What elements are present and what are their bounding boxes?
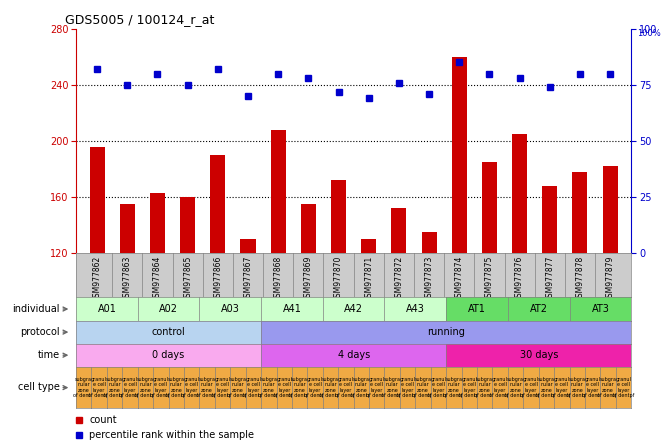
Text: GSM977862: GSM977862 — [93, 255, 102, 301]
Text: granul
e cell
layer
of dentpf: granul e cell layer of dentpf — [520, 377, 542, 398]
Text: GSM977871: GSM977871 — [364, 255, 373, 301]
Text: GSM977876: GSM977876 — [515, 255, 524, 301]
Text: subgra
nular
zone
of dentpf: subgra nular zone of dentpf — [227, 377, 249, 398]
Bar — [90, 147, 104, 253]
Text: GSM977877: GSM977877 — [545, 255, 555, 301]
Text: subgra
nular
zone
of dentpf: subgra nular zone of dentpf — [381, 377, 403, 398]
Text: subgra
nular
zone
of dentpf: subgra nular zone of dentpf — [165, 377, 188, 398]
Bar — [391, 208, 407, 253]
Text: granul
e cell
layer
of dentpf: granul e cell layer of dentpf — [397, 377, 419, 398]
Text: granul
e cell
layer
of dentpf: granul e cell layer of dentpf — [334, 377, 357, 398]
Text: granul
e cell
layer
of dentpf: granul e cell layer of dentpf — [88, 377, 110, 398]
Text: GSM977868: GSM977868 — [274, 255, 283, 301]
Text: subgra
nular
zone
of dentpf: subgra nular zone of dentpf — [566, 377, 588, 398]
Text: granul
e cell
layer
of dentpf: granul e cell layer of dentpf — [458, 377, 481, 398]
Text: GSM977863: GSM977863 — [123, 255, 132, 301]
Text: 0 days: 0 days — [153, 350, 184, 360]
Text: running: running — [427, 327, 465, 337]
Text: subgra
nular
zone
of dentpf: subgra nular zone of dentpf — [73, 377, 95, 398]
Bar — [572, 172, 588, 253]
Text: AT3: AT3 — [592, 304, 609, 314]
Bar — [603, 166, 617, 253]
Text: granul
e cell
layer
of dentpf: granul e cell layer of dentpf — [149, 377, 172, 398]
Text: subgra
nular
zone
of dentpf: subgra nular zone of dentpf — [443, 377, 465, 398]
Text: GSM977878: GSM977878 — [576, 255, 584, 301]
Text: granul
e cell
layer
of dentpf: granul e cell layer of dentpf — [180, 377, 203, 398]
Bar — [482, 162, 497, 253]
Text: granul
e cell
layer
of dentpf: granul e cell layer of dentpf — [427, 377, 449, 398]
Text: AT2: AT2 — [529, 304, 548, 314]
Text: GSM977869: GSM977869 — [304, 255, 313, 301]
Text: subgra
nular
zone
of dentpf: subgra nular zone of dentpf — [597, 377, 619, 398]
Text: subgra
nular
zone
of dentpf: subgra nular zone of dentpf — [412, 377, 434, 398]
Bar — [180, 197, 195, 253]
Text: A43: A43 — [406, 304, 425, 314]
Bar — [301, 204, 316, 253]
Text: count: count — [89, 415, 117, 425]
Text: GSM977874: GSM977874 — [455, 255, 464, 301]
Text: granul
e cell
layer
of dentpf: granul e cell layer of dentpf — [212, 377, 234, 398]
Text: GSM977866: GSM977866 — [214, 255, 222, 301]
Bar — [361, 239, 376, 253]
Text: GSM977864: GSM977864 — [153, 255, 162, 301]
Text: cell type: cell type — [18, 382, 59, 392]
Text: subgra
nular
zone
of dentpf: subgra nular zone of dentpf — [473, 377, 496, 398]
Text: GSM977865: GSM977865 — [183, 255, 192, 301]
Text: individual: individual — [12, 304, 59, 313]
Text: subgra
nular
zone
of dentpf: subgra nular zone of dentpf — [350, 377, 373, 398]
Text: subgra
nular
zone
of dentpf: subgra nular zone of dentpf — [196, 377, 218, 398]
Text: subgra
nular
zone
of dentpf: subgra nular zone of dentpf — [319, 377, 342, 398]
Bar — [512, 134, 527, 253]
Text: A03: A03 — [221, 304, 240, 314]
Bar — [120, 204, 135, 253]
Text: granul
e cell
layer
of dentpf: granul e cell layer of dentpf — [242, 377, 264, 398]
Text: 100%: 100% — [637, 29, 660, 38]
Text: granul
e cell
layer
of dentpf: granul e cell layer of dentpf — [119, 377, 141, 398]
Text: GSM977873: GSM977873 — [424, 255, 434, 301]
Text: GSM977872: GSM977872 — [395, 255, 403, 301]
Text: granul
e cell
layer
of dentpf: granul e cell layer of dentpf — [612, 377, 635, 398]
Text: 30 days: 30 days — [520, 350, 558, 360]
Bar — [210, 155, 225, 253]
Text: percentile rank within the sample: percentile rank within the sample — [89, 430, 254, 440]
Text: GSM977867: GSM977867 — [243, 255, 253, 301]
Text: A42: A42 — [344, 304, 363, 314]
Text: GSM977870: GSM977870 — [334, 255, 343, 301]
Text: subgra
nular
zone
of dentpf: subgra nular zone of dentpf — [288, 377, 311, 398]
Text: GDS5005 / 100124_r_at: GDS5005 / 100124_r_at — [65, 13, 214, 26]
Text: control: control — [151, 327, 186, 337]
Bar — [542, 186, 557, 253]
Text: A02: A02 — [159, 304, 178, 314]
Text: granul
e cell
layer
of dentpf: granul e cell layer of dentpf — [582, 377, 604, 398]
Text: granul
e cell
layer
of dentpf: granul e cell layer of dentpf — [304, 377, 327, 398]
Text: subgra
nular
zone
of dentpf: subgra nular zone of dentpf — [103, 377, 126, 398]
Text: granul
e cell
layer
of dentpf: granul e cell layer of dentpf — [551, 377, 573, 398]
Text: subgra
nular
zone
of dentpf: subgra nular zone of dentpf — [134, 377, 157, 398]
Bar — [451, 57, 467, 253]
Bar — [150, 193, 165, 253]
Text: subgra
nular
zone
of dentpf: subgra nular zone of dentpf — [258, 377, 280, 398]
Text: granul
e cell
layer
of dentpf: granul e cell layer of dentpf — [489, 377, 512, 398]
Text: time: time — [38, 350, 59, 360]
Text: GSM977879: GSM977879 — [605, 255, 615, 301]
Bar — [270, 130, 286, 253]
Text: AT1: AT1 — [468, 304, 486, 314]
Text: A41: A41 — [282, 304, 301, 314]
Text: subgra
nular
zone
of dentpf: subgra nular zone of dentpf — [535, 377, 558, 398]
Text: subgra
nular
zone
of dentpf: subgra nular zone of dentpf — [504, 377, 527, 398]
Bar — [331, 180, 346, 253]
Text: granul
e cell
layer
of dentpf: granul e cell layer of dentpf — [273, 377, 295, 398]
Bar — [422, 232, 437, 253]
Bar — [241, 239, 256, 253]
Text: GSM977875: GSM977875 — [485, 255, 494, 301]
Text: A01: A01 — [97, 304, 116, 314]
Text: protocol: protocol — [20, 327, 59, 337]
Text: 4 days: 4 days — [338, 350, 369, 360]
Text: granul
e cell
layer
of dentpf: granul e cell layer of dentpf — [366, 377, 388, 398]
